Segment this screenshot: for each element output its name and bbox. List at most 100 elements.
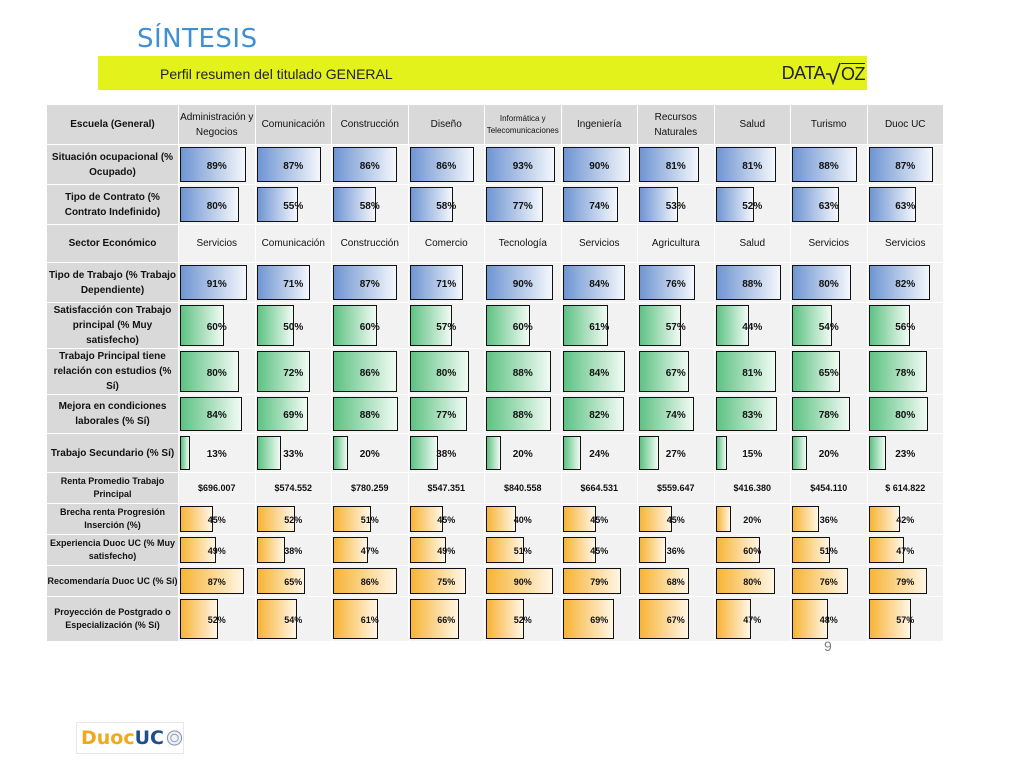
table-row: Renta Promedio Trabajo Principal $696.007… (46, 472, 944, 504)
bar-cell: 13% (178, 433, 256, 473)
bar-cell: 54% (790, 302, 868, 349)
cell-value: 52% (284, 515, 303, 525)
data-bar (333, 397, 398, 431)
cell-value: 93% (512, 160, 533, 172)
cell-value: 49% (437, 546, 456, 556)
row-label: Proyección de Postgrado o Especializació… (46, 596, 179, 642)
column-header: Recursos Naturales (637, 104, 715, 145)
cell-value: 52% (742, 200, 763, 212)
data-bar (868, 568, 927, 594)
bar-cell: 44% (713, 302, 791, 349)
sector-cell: Comercio (407, 224, 485, 263)
seal-icon (166, 730, 183, 746)
cell-value: 36% (666, 546, 685, 556)
money-cell: $416.380 (713, 472, 791, 504)
cell-value: 88% (742, 278, 763, 290)
bar-cell: 58% (407, 184, 485, 225)
data-bar (792, 537, 830, 563)
data-bar (639, 506, 672, 532)
data-bar (409, 187, 453, 222)
cell-value: 48% (819, 615, 838, 625)
table-row: Proyección de Postgrado o Especializació… (46, 596, 944, 642)
table-body: Escuela (General) Administración y Negoci… (46, 104, 944, 642)
data-bar (180, 305, 224, 346)
cell-value: 55% (283, 200, 304, 212)
bar-cell: 47% (331, 534, 409, 566)
data-bar (409, 568, 466, 594)
cell-value: 90% (513, 577, 532, 587)
money-cell: $574.552 (254, 472, 332, 504)
data-bar (409, 265, 463, 300)
bar-cell: 55% (254, 184, 332, 225)
sector-cell: Construcción (331, 224, 409, 263)
sector-cell: Agricultura (637, 224, 715, 263)
cell-value: 88% (512, 367, 533, 379)
table-row: Experiencia Duoc UC (% Muy satisfecho) 49… (46, 534, 944, 566)
datavoz-logo: DATA OZ (782, 61, 866, 85)
data-bar (333, 351, 397, 392)
data-bar (256, 537, 285, 563)
cell-value: 51% (819, 546, 838, 556)
data-bar (792, 351, 840, 392)
data-bar (715, 397, 777, 431)
bar-cell: 60% (484, 302, 562, 349)
sector-cell: Servicios (790, 224, 868, 263)
data-bar (562, 599, 614, 639)
row-label: Sector Económico (46, 224, 179, 263)
cell-value: 80% (895, 410, 916, 421)
money-cell: $840.558 (484, 472, 562, 504)
cell-value: 77% (436, 410, 457, 421)
data-bar (256, 568, 305, 594)
bar-cell: 20% (331, 433, 409, 473)
table-row: Recomendaría Duoc UC (% Sí) 87% 65% 86% 75% 9… (46, 565, 944, 597)
bar-cell: 15% (713, 433, 791, 473)
bar-cell: 69% (254, 394, 332, 434)
data-bar (715, 506, 731, 532)
bar-cell: 89% (178, 144, 256, 185)
column-header: Administración y Negocios (178, 104, 256, 145)
bar-cell: 52% (713, 184, 791, 225)
cell-value: 76% (819, 577, 838, 587)
data-bar (562, 187, 618, 222)
table-row: Mejora en condiciones laborales (% Sí) 84… (46, 394, 944, 434)
row-label: Renta Promedio Trabajo Principal (46, 472, 179, 504)
cell-value: 74% (589, 200, 610, 212)
data-bar (639, 187, 678, 222)
data-bar (409, 436, 438, 470)
table-row: Sector Económico Servicios Comunicación Con… (46, 224, 944, 263)
data-bar (868, 506, 900, 532)
bar-cell: 88% (713, 262, 791, 303)
cell-value: 83% (742, 410, 763, 421)
data-bar (256, 187, 298, 222)
bar-cell: 54% (254, 596, 332, 642)
data-bar (562, 265, 625, 300)
bar-cell: 76% (637, 262, 715, 303)
data-bar (180, 599, 218, 639)
cell-value: 38% (284, 546, 303, 556)
money-cell: $664.531 (560, 472, 638, 504)
data-bar (792, 506, 819, 532)
sector-cell: Servicios (866, 224, 944, 263)
data-bar (180, 537, 216, 563)
data-bar (256, 265, 310, 300)
cell-value: 60% (743, 546, 762, 556)
data-bar (409, 305, 452, 346)
cell-value: 13% (206, 449, 227, 460)
duoc-uc-logo: Duoc UC (76, 722, 184, 754)
data-bar (333, 265, 397, 300)
data-bar (180, 187, 239, 222)
bar-cell: 20% (790, 433, 868, 473)
bar-cell: 84% (560, 262, 638, 303)
cell-value: 81% (742, 160, 763, 172)
cell-value: 47% (743, 615, 762, 625)
data-bar (409, 147, 474, 182)
cell-value: 45% (437, 515, 456, 525)
data-bar (868, 147, 933, 182)
data-bar (562, 436, 581, 470)
bar-cell: 90% (484, 262, 562, 303)
data-bar (715, 147, 776, 182)
bar-cell: 52% (178, 596, 256, 642)
data-bar (868, 397, 928, 431)
bar-cell: 74% (637, 394, 715, 434)
money-cell: $547.351 (407, 472, 485, 504)
